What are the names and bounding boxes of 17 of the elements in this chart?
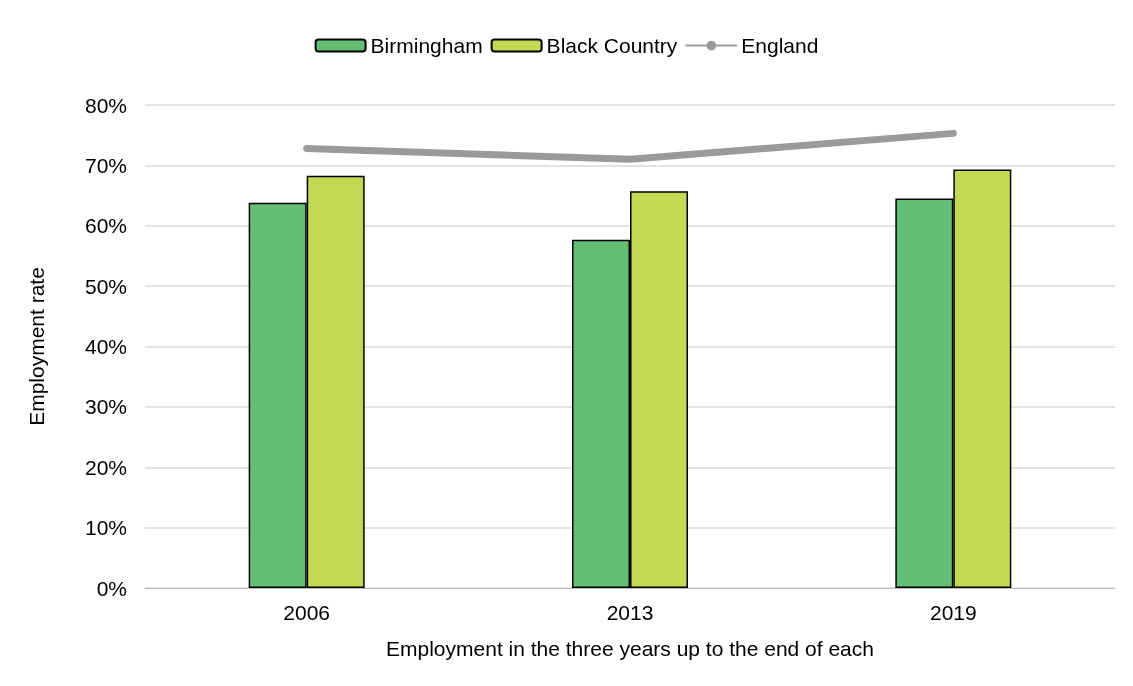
y-tick-label: 60%: [84, 214, 127, 238]
y-tick-label: 40%: [84, 335, 127, 358]
y-tick-label: 10%: [84, 516, 127, 540]
x-tick-label: 2019: [929, 601, 977, 624]
y-tick-label: 50%: [84, 274, 127, 298]
y-tick-label: 0%: [96, 576, 127, 600]
legend-label: England: [741, 34, 819, 57]
y-tick-label: 70%: [84, 153, 127, 177]
y-tick-label: 30%: [84, 395, 127, 419]
y-tick-label: 20%: [84, 455, 127, 479]
x-tick-label: 2013: [606, 601, 654, 624]
legend-label: Birmingham: [370, 34, 483, 57]
x-tick-label: 2006: [283, 601, 331, 624]
legend-label: Black Country: [546, 34, 678, 57]
x-axis-title: Employment in the three years up to the end of each: [386, 637, 874, 660]
y-tick-label: 80%: [84, 93, 127, 117]
y-axis-title: Employment rate: [25, 267, 48, 426]
